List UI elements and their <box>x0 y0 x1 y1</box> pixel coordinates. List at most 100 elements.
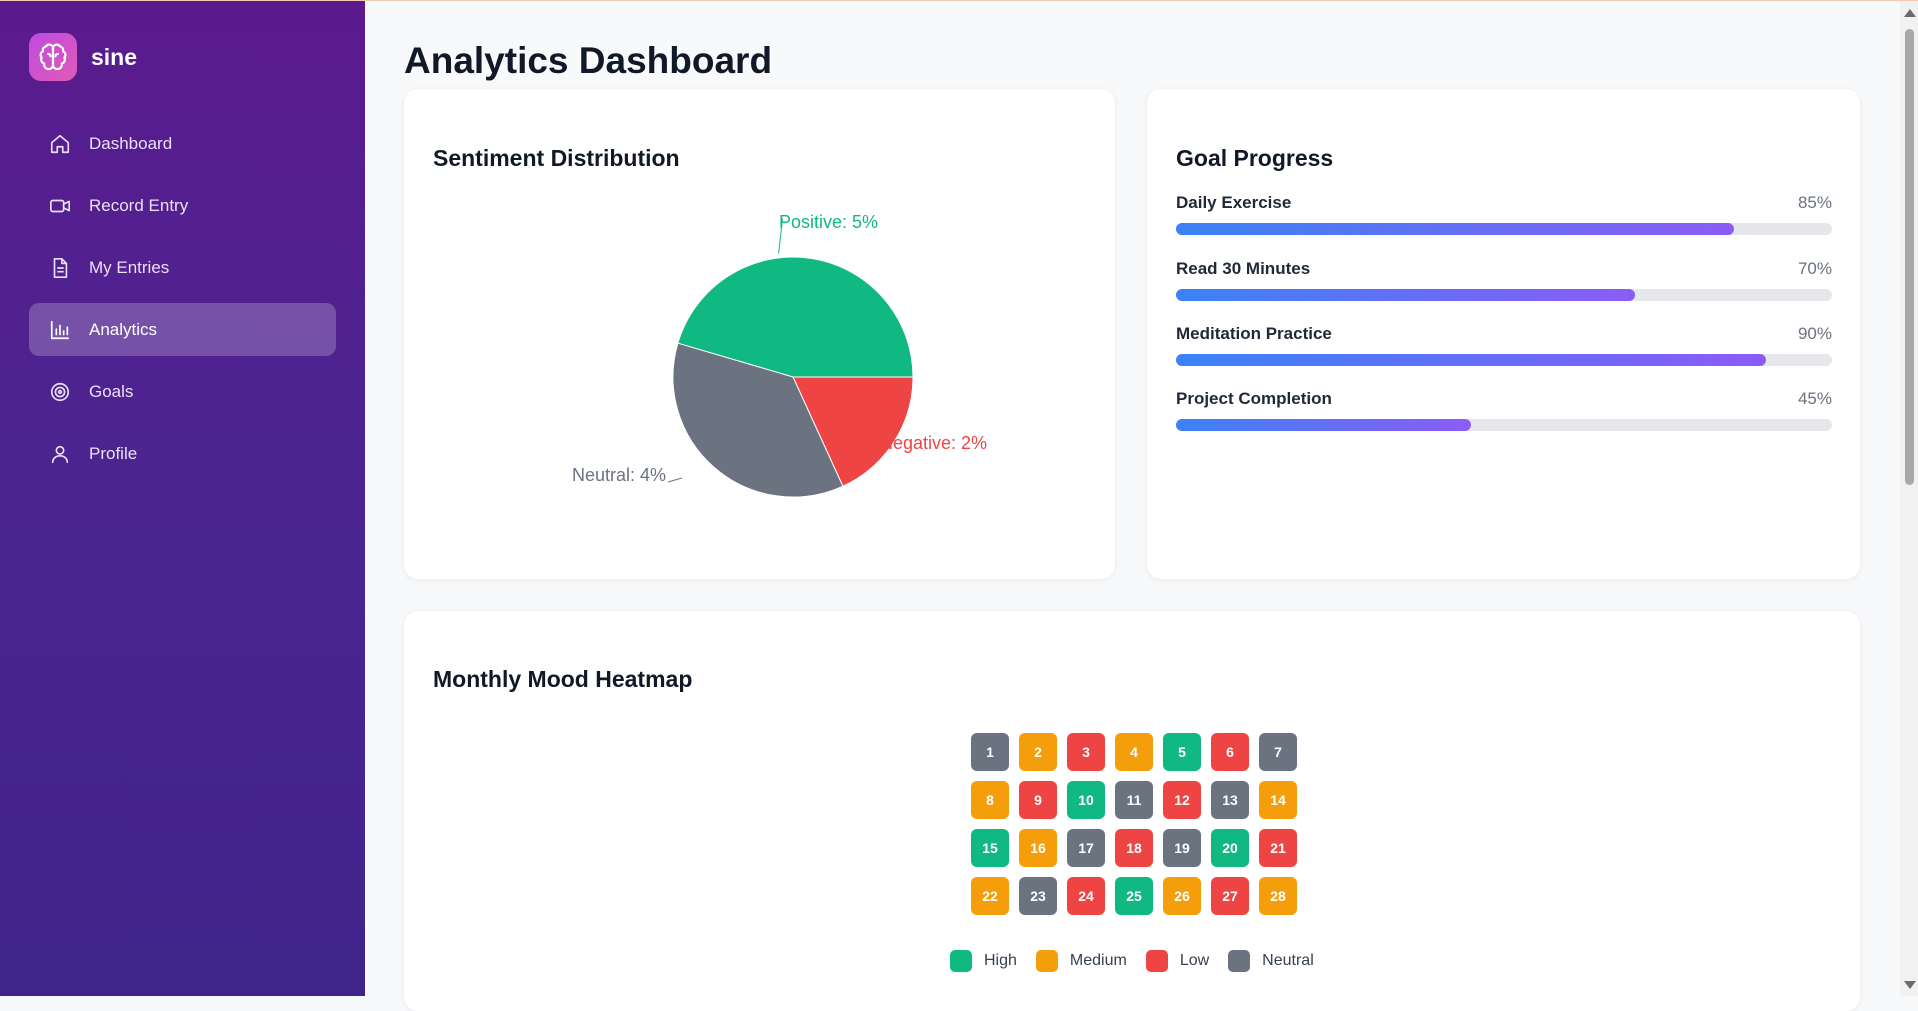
goal-progress-bar <box>1176 354 1832 366</box>
sidebar-item-analytics[interactable]: Analytics <box>29 303 336 356</box>
heatmap-day-cell[interactable]: 6 <box>1211 733 1249 771</box>
goal-name: Meditation Practice <box>1176 324 1332 343</box>
sidebar-item-dashboard[interactable]: Dashboard <box>29 117 336 170</box>
heatmap-day-cell[interactable]: 23 <box>1019 877 1057 915</box>
heatmap-title: Monthly Mood Heatmap <box>433 666 693 692</box>
goal-item: Read 30 Minutes 70% <box>1176 259 1832 301</box>
goal-percentage: 85% <box>1797 193 1832 212</box>
heatmap-day-cell[interactable]: 16 <box>1019 829 1057 867</box>
neutral-slice[interactable] <box>672 342 844 498</box>
heatmap-day-cell[interactable]: 17 <box>1067 829 1105 867</box>
goal-header: Project Completion 45% <box>1176 389 1832 409</box>
goal-item: Daily Exercise 85% <box>1176 193 1832 235</box>
goal-percentage: 90% <box>1797 324 1832 343</box>
legend-swatch <box>950 950 972 972</box>
legend-item-high: High <box>950 950 1017 972</box>
page-title: Analytics Dashboard <box>404 40 773 81</box>
heatmap-day-cell[interactable]: 18 <box>1115 829 1153 867</box>
brand-name: sine <box>91 43 138 70</box>
video-camera-icon <box>47 193 73 219</box>
sidebar-item-my-entries[interactable]: My Entries <box>29 241 336 294</box>
home-icon <box>47 131 73 157</box>
sidebar-item-record-entry[interactable]: Record Entry <box>29 179 336 232</box>
heatmap-grid: 1 2 3 4 5 6 7 8 9 10 11 12 13 14 15 16 17 18 19 20 21 22 23 24 2… <box>971 733 1297 915</box>
heatmap-day-cell[interactable]: 8 <box>971 781 1009 819</box>
heatmap-day-cell[interactable]: 13 <box>1211 781 1249 819</box>
sidebar-item-goals[interactable]: Goals <box>29 365 336 418</box>
heatmap-day-cell[interactable]: 5 <box>1163 733 1201 771</box>
goal-header: Daily Exercise 85% <box>1176 193 1832 213</box>
sidebar: sine Dashboard Record Entry My Entries A… <box>0 1 365 996</box>
sidebar-item-profile[interactable]: Profile <box>29 427 336 480</box>
sidebar-item-label: Dashboard <box>89 133 173 153</box>
negative-leader-line <box>861 437 881 451</box>
heatmap-day-cell[interactable]: 7 <box>1259 733 1297 771</box>
heatmap-day-cell[interactable]: 9 <box>1019 781 1057 819</box>
goal-progress-bar <box>1176 419 1832 431</box>
scroll-down-arrow-icon[interactable] <box>1904 981 1916 989</box>
page-scrollbar[interactable] <box>1900 1 1918 996</box>
heatmap-day-cell[interactable]: 10 <box>1067 781 1105 819</box>
goal-percentage: 70% <box>1797 259 1832 278</box>
legend-item-medium: Medium <box>1035 950 1127 972</box>
neutral-leader-line <box>667 477 683 483</box>
scroll-thumb[interactable] <box>1905 29 1914 485</box>
sidebar-item-label: Analytics <box>89 319 158 339</box>
sidebar-item-label: Record Entry <box>89 195 189 215</box>
goal-progress-card: Goal Progress Daily Exercise 85% Read 30 M… <box>1147 89 1860 579</box>
sentiment-title: Sentiment Distribution <box>433 145 680 171</box>
legend-item-neutral: Neutral <box>1228 950 1314 972</box>
heatmap-day-cell[interactable]: 2 <box>1019 733 1057 771</box>
goal-progress-fill <box>1176 419 1472 431</box>
legend-label: Medium <box>1069 952 1127 969</box>
sentiment-pie-chart: Positive: 5% Negative: 2% Neutral: 4% <box>572 212 987 498</box>
heatmap-day-cell[interactable]: 3 <box>1067 733 1105 771</box>
heatmap-day-cell[interactable]: 20 <box>1211 829 1249 867</box>
legend-swatch <box>1228 950 1251 972</box>
heatmap-day-cell[interactable]: 19 <box>1163 829 1201 867</box>
goal-item: Meditation Practice 90% <box>1176 324 1832 366</box>
top-border <box>0 0 1918 1</box>
brand[interactable]: sine <box>29 33 137 81</box>
goal-progress-fill <box>1176 223 1734 235</box>
goal-header: Read 30 Minutes 70% <box>1176 259 1832 279</box>
goal-progress-title: Goal Progress <box>1176 145 1334 171</box>
sidebar-item-label: Goals <box>89 381 134 401</box>
positive-label: Positive: 5% <box>779 212 878 232</box>
brain-icon <box>29 33 77 81</box>
goal-percentage: 45% <box>1797 389 1832 408</box>
goal-item: Project Completion 45% <box>1176 389 1832 431</box>
heatmap-day-cell[interactable]: 11 <box>1115 781 1153 819</box>
heatmap-day-cell[interactable]: 27 <box>1211 877 1249 915</box>
sentiment-card: Sentiment Distribution Positive: 5% Nega… <box>404 89 1115 579</box>
heatmap-day-cell[interactable]: 28 <box>1259 877 1297 915</box>
heatmap-day-cell[interactable]: 22 <box>971 877 1009 915</box>
goal-progress-fill <box>1176 354 1767 366</box>
goal-header: Meditation Practice 90% <box>1176 324 1832 344</box>
heatmap-day-cell[interactable]: 25 <box>1115 877 1153 915</box>
negative-slice[interactable] <box>792 376 914 487</box>
heatmap-day-cell[interactable]: 15 <box>971 829 1009 867</box>
heatmap-day-cell[interactable]: 24 <box>1067 877 1105 915</box>
heatmap-day-cell[interactable]: 12 <box>1163 781 1201 819</box>
sidebar-nav: Dashboard Record Entry My Entries Analyt… <box>29 117 336 489</box>
legend-item-low: Low <box>1145 950 1210 972</box>
sidebar-item-label: Profile <box>89 443 138 463</box>
negative-label: Negative: 2% <box>880 433 987 453</box>
heatmap-day-cell[interactable]: 14 <box>1259 781 1297 819</box>
legend-label: Low <box>1179 952 1210 969</box>
heatmap-day-cell[interactable]: 21 <box>1259 829 1297 867</box>
heatmap-day-cell[interactable]: 1 <box>971 733 1009 771</box>
heatmap-legend: High Medium Low Neutral <box>950 950 1333 972</box>
heatmap-day-cell[interactable]: 26 <box>1163 877 1201 915</box>
goal-name: Project Completion <box>1176 389 1332 408</box>
goal-progress-fill <box>1176 289 1636 301</box>
goal-name: Daily Exercise <box>1176 193 1292 212</box>
user-icon <box>47 441 73 467</box>
legend-swatch <box>1035 950 1058 972</box>
goal-progress-bar <box>1176 223 1832 235</box>
positive-slice[interactable] <box>677 256 914 378</box>
heatmap-day-cell[interactable]: 4 <box>1115 733 1153 771</box>
scroll-up-arrow-icon[interactable] <box>1904 9 1916 17</box>
target-icon <box>47 379 73 405</box>
